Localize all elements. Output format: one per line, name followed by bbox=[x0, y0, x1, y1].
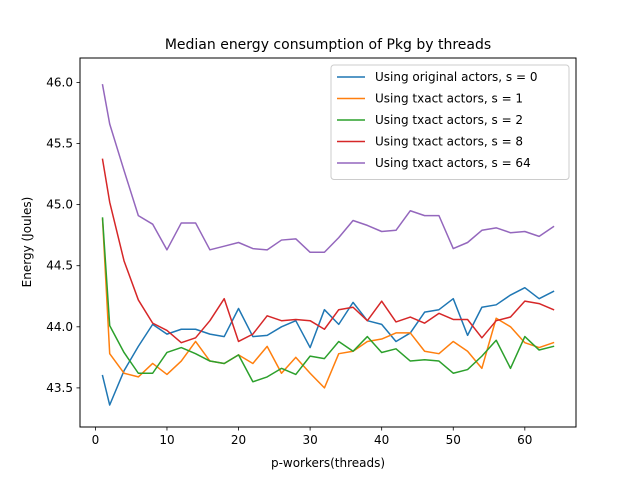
x-tick-label: 0 bbox=[92, 433, 100, 447]
legend-label-1: Using txact actors, s = 1 bbox=[375, 92, 523, 106]
legend-label-3: Using txact actors, s = 8 bbox=[375, 135, 523, 149]
legend-box bbox=[330, 64, 570, 180]
x-tick-label: 10 bbox=[159, 433, 174, 447]
y-tick-label: 45.5 bbox=[46, 137, 73, 151]
y-tick-label: 45.0 bbox=[46, 198, 73, 212]
legend-label-2: Using txact actors, s = 2 bbox=[375, 113, 523, 127]
y-tick-label: 43.5 bbox=[46, 381, 73, 395]
x-axis-label: p-workers(threads) bbox=[271, 456, 385, 470]
series-line-2 bbox=[101, 217, 555, 383]
y-axis-ticks: 43.5 44.0 44.5 45.0 45.5 46.0 bbox=[46, 75, 80, 395]
series-line-0 bbox=[101, 286, 555, 406]
legend-label-4: Using txact actors, s = 64 bbox=[375, 156, 531, 170]
y-tick-label: 46.0 bbox=[46, 75, 73, 89]
x-tick-label: 50 bbox=[446, 433, 461, 447]
series-line-3 bbox=[101, 158, 555, 344]
x-tick-label: 30 bbox=[302, 433, 317, 447]
legend-label-0: Using original actors, s = 0 bbox=[375, 70, 537, 84]
y-axis-label: Energy (Joules) bbox=[20, 197, 34, 288]
x-axis-ticks: 0 10 20 30 40 50 60 bbox=[92, 427, 532, 447]
x-tick-label: 40 bbox=[374, 433, 389, 447]
series-line-1 bbox=[101, 218, 555, 389]
chart-title: Median energy consumption of Pkg by thre… bbox=[165, 37, 491, 53]
y-tick-label: 44.5 bbox=[46, 259, 73, 273]
x-tick-label: 20 bbox=[231, 433, 246, 447]
plot-frame bbox=[79, 57, 577, 428]
series-layer bbox=[101, 84, 555, 406]
series-line-4 bbox=[101, 84, 555, 254]
legend: Using original actors, s = 0 Using txact … bbox=[330, 64, 570, 180]
x-tick-label: 60 bbox=[517, 433, 532, 447]
y-tick-label: 44.0 bbox=[46, 320, 73, 334]
